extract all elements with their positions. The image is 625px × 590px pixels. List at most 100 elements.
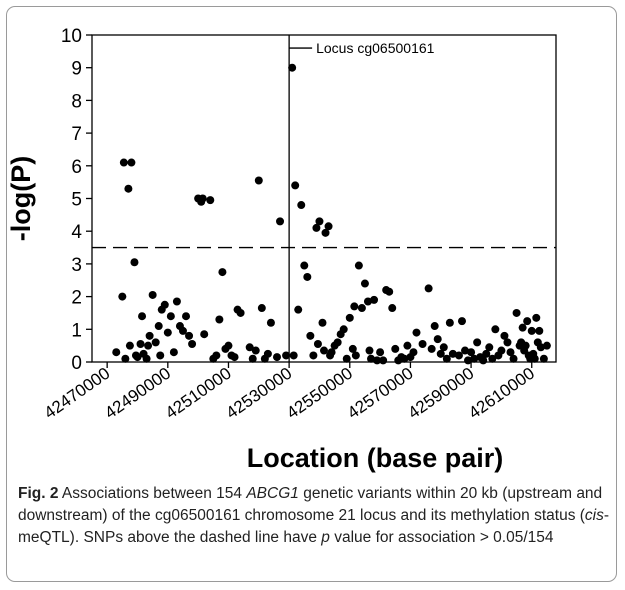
data-point [363, 297, 372, 306]
data-point [464, 356, 473, 365]
data-point [497, 346, 506, 355]
data-point [427, 344, 436, 353]
data-point [367, 354, 376, 363]
data-point [391, 344, 400, 353]
data-point [379, 356, 388, 365]
data-point [127, 158, 136, 167]
data-point [457, 317, 466, 326]
data-point [318, 318, 327, 327]
data-point [160, 300, 169, 309]
data-point [169, 348, 178, 357]
data-point [266, 318, 275, 327]
data-point [360, 279, 369, 288]
x-axis-title: Location (base pair) [247, 443, 504, 473]
data-point [518, 323, 527, 332]
data-point [445, 318, 454, 327]
data-point [333, 338, 342, 347]
data-point [479, 356, 488, 365]
figure-label: Fig. 2 [18, 485, 59, 502]
data-point [485, 343, 494, 352]
caption-text-3: -meQTL). SNPs above the dashed line have [18, 507, 610, 546]
data-point [327, 348, 336, 357]
data-point [542, 341, 551, 350]
y-tick-label: 2 [71, 288, 82, 309]
data-point [124, 184, 133, 193]
y-tick-label: 10 [61, 26, 82, 47]
data-point [276, 217, 285, 226]
data-point [315, 217, 324, 226]
data-point [288, 63, 297, 72]
data-point [142, 354, 151, 363]
data-point [172, 297, 181, 306]
caption-p: p [321, 529, 330, 546]
data-point [373, 356, 382, 365]
data-point [461, 346, 470, 355]
data-point [215, 315, 224, 324]
data-point [118, 292, 127, 301]
data-point [418, 340, 427, 349]
data-point [357, 304, 366, 313]
data-point [354, 261, 363, 270]
data-point [121, 354, 130, 363]
data-point [136, 340, 145, 349]
data-point [291, 181, 300, 190]
data-point [163, 328, 172, 337]
data-point [412, 328, 421, 337]
data-point [306, 331, 315, 340]
data-point [198, 194, 207, 203]
data-point [206, 196, 215, 205]
data-point [530, 354, 539, 363]
data-point [470, 354, 479, 363]
y-tick-label: 4 [71, 222, 82, 243]
caption-text-1: Associations between 154 [58, 485, 247, 502]
data-point [156, 351, 165, 360]
data-point [350, 302, 359, 311]
data-point [178, 326, 187, 335]
data-point [436, 349, 445, 358]
caption-gene: ABCG1 [246, 485, 299, 502]
data-point [385, 287, 394, 296]
data-point [272, 353, 281, 362]
data-point [488, 354, 497, 363]
y-tick-label: 5 [71, 190, 82, 211]
data-point [433, 335, 442, 344]
data-point [112, 348, 121, 357]
data-point [448, 349, 457, 358]
data-point [339, 325, 348, 334]
data-point [289, 351, 298, 360]
data-point [251, 346, 260, 355]
data-point [491, 325, 500, 334]
caption-text-4: value for association > 0.05/154 [329, 529, 554, 546]
data-point [430, 322, 439, 331]
figure-frame [6, 6, 617, 582]
data-point [348, 344, 357, 353]
data-point [503, 338, 512, 347]
x-tick-label: 42570000 [344, 364, 417, 423]
data-point [133, 353, 142, 362]
x-tick-label: 42610000 [465, 364, 538, 423]
data-point [236, 308, 245, 317]
data-point [188, 340, 197, 349]
data-point [300, 261, 309, 270]
data-point [282, 351, 291, 360]
data-point [145, 331, 154, 340]
data-point [312, 223, 321, 232]
data-point [297, 201, 306, 210]
y-tick-label: 1 [71, 320, 82, 341]
y-tick-label: 6 [71, 157, 82, 178]
data-point [182, 312, 191, 321]
x-tick-label: 42490000 [101, 364, 174, 423]
data-point [245, 343, 254, 352]
x-tick-label: 42530000 [223, 364, 296, 423]
data-point [527, 326, 536, 335]
data-point [442, 354, 451, 363]
data-point [439, 343, 448, 352]
data-point [342, 354, 351, 363]
data-point [403, 341, 412, 350]
data-point [365, 346, 374, 355]
data-point [154, 322, 163, 331]
data-point [320, 346, 328, 355]
data-point [370, 295, 379, 304]
data-point [263, 349, 272, 358]
data-point [230, 353, 239, 362]
